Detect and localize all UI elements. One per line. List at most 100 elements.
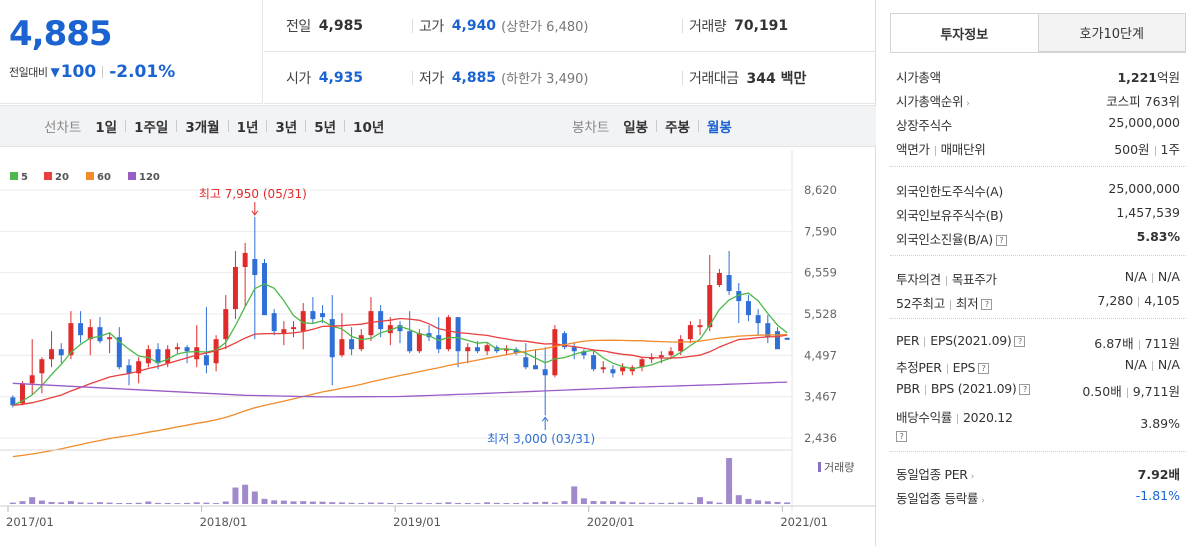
candle-body: [368, 311, 374, 336]
ma-20-line: [12, 317, 788, 407]
candle-body: [320, 313, 326, 318]
industry-per-row[interactable]: 동일업종 PER › 7.92배: [896, 461, 1180, 483]
candle-body: [310, 311, 316, 320]
candle-body: [271, 313, 277, 332]
candle-body: [745, 301, 751, 316]
divider: [305, 120, 307, 132]
volume-bar: [551, 502, 558, 504]
candle-chart-periods: 봉차트 일봉 주봉 월봉: [572, 106, 732, 146]
week52-row: 52주최고 최저? 7,280 4,105: [896, 290, 1180, 312]
min-arrow-icon: [541, 416, 549, 422]
change-label: 전일대비: [9, 66, 48, 79]
candle-body: [68, 323, 74, 356]
period-5y[interactable]: 5년: [314, 120, 337, 136]
period-3y[interactable]: 3년: [275, 120, 298, 136]
volume-bar: [484, 502, 491, 504]
candle-body: [39, 359, 45, 374]
candle-body: [678, 339, 684, 352]
candle-body: [600, 367, 606, 370]
y-tick-label: 3,467: [804, 390, 837, 404]
volume-bar: [638, 502, 645, 504]
candle-monthly[interactable]: 월봉: [706, 120, 732, 136]
open-label: 시가: [286, 70, 311, 87]
candle-body: [707, 285, 713, 328]
market-cap-label: 시가총액: [896, 70, 941, 85]
candle-body: [97, 327, 103, 342]
tab-invest-info[interactable]: 투자정보: [891, 14, 1039, 52]
candle-daily[interactable]: 일봉: [623, 120, 649, 136]
legend-label: 60: [97, 172, 111, 183]
volume-bar: [493, 502, 500, 504]
volume-bar: [348, 502, 355, 504]
help-icon[interactable]: ?: [978, 363, 990, 374]
volume-bar: [784, 502, 791, 504]
candlestick-chart[interactable]: 5 20 60 120 8,620 7,590 6,559 5,528 4,497 3,467 2,…: [0, 150, 876, 546]
foreign-ratio-label: 외국인소진율(B/A)?: [896, 229, 1007, 248]
candle-body: [639, 359, 645, 368]
industry-change-row[interactable]: 동일업종 등락률 › -1.81%: [896, 485, 1180, 507]
legend-swatch: [10, 172, 18, 180]
volume-bar: [522, 502, 529, 504]
volume-bar: [590, 501, 597, 504]
ma-5-line: [12, 283, 788, 406]
volume-bar: [87, 502, 94, 504]
volume-bar: [184, 502, 191, 504]
period-1d[interactable]: 1일: [95, 120, 118, 136]
candle-body: [765, 323, 771, 338]
volume-bar: [697, 497, 704, 504]
period-1y[interactable]: 1년: [236, 120, 259, 136]
volume-bar: [280, 500, 287, 504]
candle-body: [774, 331, 780, 350]
divider: [344, 120, 346, 132]
candle-body: [484, 345, 490, 352]
y-tick-label: 5,528: [804, 307, 837, 321]
help-icon[interactable]: ?: [995, 235, 1007, 246]
help-icon[interactable]: ?: [1014, 336, 1026, 347]
market-cap-rank-label: 시가총액순위 ›: [896, 94, 970, 109]
x-tick-label: 2019/01: [393, 515, 441, 529]
candle-body: [145, 349, 151, 364]
change-percent: -2.01%: [109, 62, 176, 82]
volume-bar: [561, 501, 568, 504]
volume-bar: [155, 502, 162, 504]
candle-body: [552, 329, 558, 376]
est-per-row: 추정PER EPS? N/A N/A: [896, 354, 1180, 376]
period-3m[interactable]: 3개월: [185, 120, 220, 136]
ma-120-line: [12, 381, 788, 398]
foreign-section: 외국인한도주식수(A) 25,000,000 외국인보유주식수(B) 1,457…: [890, 168, 1186, 256]
help-icon[interactable]: ?: [896, 431, 907, 442]
volume-bar: [145, 501, 152, 504]
max-arrow-icon: [251, 210, 259, 216]
tab-orderbook[interactable]: 호가10단계: [1038, 14, 1185, 52]
candle-body: [20, 383, 26, 404]
foreign-holding-label: 외국인보유주식수(B): [896, 208, 1004, 223]
volume-bar: [213, 503, 220, 504]
period-10y[interactable]: 10년: [353, 120, 385, 136]
divider: [227, 120, 229, 132]
legend-label: 5: [21, 172, 28, 183]
market-cap-rank-value: 코스피 763위: [1106, 94, 1180, 109]
candle-body: [87, 327, 93, 340]
candle-body: [329, 319, 335, 358]
high-value: 4,940: [451, 17, 497, 34]
y-tick-label: 8,620: [804, 183, 837, 197]
candle-body: [223, 309, 229, 340]
listed-shares-value: 25,000,000: [1108, 115, 1180, 130]
volume-bar: [745, 498, 752, 504]
volume-bar: [29, 497, 36, 504]
market-cap-row: 시가총액 1,221억원: [896, 64, 1180, 86]
dividend-value: 3.89%: [1140, 416, 1180, 431]
market-cap-rank-row[interactable]: 시가총액순위 › 코스피 763위: [896, 88, 1180, 110]
open-value: 4,935: [318, 69, 364, 86]
volume-bar: [116, 502, 123, 504]
market-cap-section: 시가총액 1,221억원 시가총액순위 › 코스피 763위 상장주식수 25,0…: [890, 61, 1186, 167]
help-icon[interactable]: ?: [981, 299, 993, 310]
volume-bar: [416, 502, 423, 504]
help-icon[interactable]: ?: [1019, 384, 1031, 395]
period-1w[interactable]: 1주일: [134, 120, 169, 136]
candle-body: [658, 355, 664, 358]
candle-weekly[interactable]: 주봉: [665, 120, 690, 136]
volume-bar: [387, 502, 394, 504]
volume-bar: [67, 501, 74, 504]
legend-swatch: [128, 172, 136, 180]
